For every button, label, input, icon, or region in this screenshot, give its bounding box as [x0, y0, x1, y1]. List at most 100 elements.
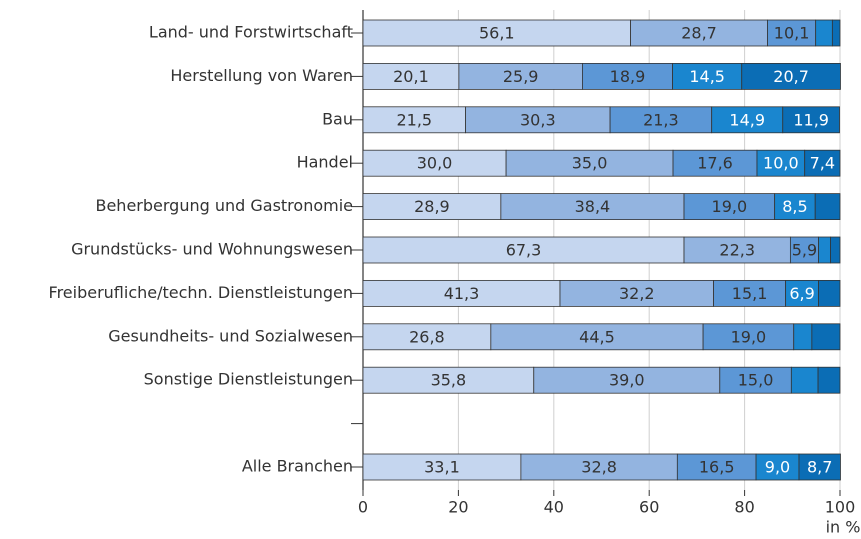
bar-segment [818, 236, 831, 264]
value-label: 15,1 [732, 284, 768, 303]
value-label: 11,9 [793, 110, 829, 129]
bar-segment [676, 453, 757, 481]
y-tick-label: Bau [322, 109, 353, 128]
value-label: 35,8 [431, 371, 467, 390]
bar-segment [831, 19, 841, 47]
bar-segment [559, 279, 714, 307]
bar-segment [756, 149, 806, 177]
bar-segment [362, 236, 685, 264]
y-tick-label: Beherbergung und Gastronomie [95, 196, 353, 215]
bar-segment [789, 236, 819, 264]
value-label: 67,3 [506, 241, 542, 260]
bar-segment [811, 323, 841, 351]
value-label: 20,1 [393, 67, 429, 86]
value-label: 18,9 [610, 67, 646, 86]
bar-segment [767, 19, 817, 47]
bar-segment [672, 63, 743, 90]
x-tick-label: 60 [639, 498, 659, 517]
bar-segment [793, 323, 813, 351]
bar-segment [814, 193, 841, 221]
bar-segment [711, 106, 784, 134]
bar-segment [500, 193, 685, 221]
bar-segment [362, 63, 460, 90]
bar-segment [815, 19, 833, 47]
bar-segment [505, 149, 674, 177]
bar-segment [362, 323, 492, 351]
bar-segment [774, 193, 816, 221]
value-label: 30,0 [417, 154, 453, 173]
value-label: 44,5 [579, 327, 615, 346]
bar-segment [702, 323, 795, 351]
x-tick-label: 100 [825, 498, 856, 517]
bar-segment [785, 279, 819, 307]
y-tick-label: Alle Branchen [242, 457, 353, 476]
value-label: 56,1 [479, 24, 515, 43]
y-tick-label: Gesundheits- und Sozialwesen [108, 326, 353, 345]
value-label: 10,0 [763, 154, 799, 173]
bar-segment [362, 279, 561, 307]
value-label: 26,8 [409, 327, 445, 346]
bar-segment [520, 453, 678, 481]
value-label: 32,2 [619, 284, 655, 303]
value-label: 35,0 [572, 154, 608, 173]
y-tick-label: Sonstige Dienstleistungen [144, 370, 353, 389]
value-label: 38,4 [575, 197, 611, 216]
value-label: 14,5 [689, 67, 725, 86]
value-label: 8,5 [782, 197, 807, 216]
value-label: 15,0 [738, 371, 774, 390]
y-tick-label: Handel [297, 153, 353, 172]
value-label: 22,3 [719, 241, 755, 260]
x-tick-label: 0 [358, 498, 368, 517]
y-tick-label: Land- und Forstwirtschaft [149, 23, 353, 42]
bar-segment [465, 106, 611, 134]
value-label: 19,0 [712, 197, 748, 216]
value-label: 17,6 [697, 154, 733, 173]
bar-segment [582, 63, 673, 90]
bar-segment [818, 279, 841, 307]
value-label: 9,0 [765, 458, 790, 477]
x-tick-label: 20 [448, 498, 468, 517]
bar-segment [533, 366, 721, 394]
bar-segment [798, 453, 841, 481]
bar-segment [741, 63, 841, 90]
y-tick-label: Freiberufliche/techn. Dienstleistungen [49, 283, 353, 302]
bar-segment [490, 323, 704, 351]
value-label: 21,3 [643, 110, 679, 129]
bar-segment [755, 453, 800, 481]
bar-segment [817, 366, 841, 394]
value-label: 10,1 [774, 24, 810, 43]
bar-segment [362, 193, 502, 221]
bar-segment [672, 149, 758, 177]
bar-segment [830, 236, 841, 264]
value-label: 5,9 [792, 241, 817, 260]
value-label: 16,5 [699, 458, 735, 477]
bar-segment [683, 236, 791, 264]
bar-segment [804, 149, 841, 177]
value-label: 30,3 [520, 110, 556, 129]
value-label: 21,5 [396, 110, 432, 129]
bar-segment [683, 193, 776, 221]
value-label: 41,3 [444, 284, 480, 303]
x-tick-label: 80 [734, 498, 754, 517]
bar-segment [609, 106, 713, 134]
value-label: 7,4 [810, 154, 835, 173]
bar-segment [458, 63, 583, 90]
value-label: 32,8 [581, 458, 617, 477]
y-tick-label: Grundstücks- und Wohnungswesen [71, 240, 353, 259]
bar-segment [362, 106, 466, 134]
value-label: 8,7 [807, 458, 832, 477]
value-label: 6,9 [789, 284, 814, 303]
value-label: 20,7 [773, 67, 809, 86]
value-label: 25,9 [503, 67, 539, 86]
value-label: 28,7 [681, 24, 717, 43]
value-label: 28,9 [414, 197, 450, 216]
x-axis-label: in % [826, 518, 861, 537]
value-label: 39,0 [609, 371, 645, 390]
bar-segment [362, 453, 522, 481]
bar-segment [790, 366, 819, 394]
y-tick-label: Herstellung von Waren [170, 66, 353, 85]
value-label: 14,9 [729, 110, 765, 129]
value-label: 33,1 [424, 458, 460, 477]
bar-segment [782, 106, 840, 134]
